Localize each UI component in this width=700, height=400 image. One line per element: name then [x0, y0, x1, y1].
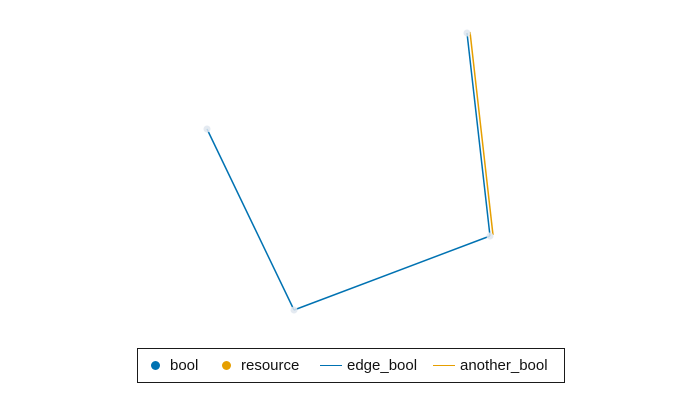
graph-node-n4 [463, 29, 471, 37]
legend-marker-edge-bool [320, 365, 342, 366]
edge-edge-bool-n2-n3 [293, 235, 491, 311]
edge-layer [206, 31, 494, 311]
legend-marker-bool [151, 361, 160, 370]
legend-label-another-bool: another_bool [460, 357, 548, 374]
edge-edge-bool-n1-n2 [206, 128, 295, 311]
legend-label-bool: bool [170, 357, 199, 374]
legend-item-edge-bool: edge_bool [320, 349, 417, 382]
legend-item-another-bool: another_bool [433, 349, 548, 382]
node-layer [203, 29, 494, 314]
legend-marker-another-bool [433, 365, 455, 366]
graph-node-n3 [486, 232, 494, 240]
graph-node-n1 [203, 125, 211, 133]
graph-node-n2 [290, 306, 298, 314]
legend-label-resource: resource [241, 357, 300, 374]
legend-label-edge-bool: edge_bool [347, 357, 418, 374]
legend-marker-resource [222, 361, 231, 370]
legend-item-bool: bool [151, 349, 198, 382]
legend: bool resource edge_bool another_bool [137, 348, 565, 383]
edge-edge-bool-n3-n4 [466, 32, 491, 237]
edge-another-bool-n3-n4 [469, 31, 494, 236]
legend-item-resource: resource [222, 349, 299, 382]
